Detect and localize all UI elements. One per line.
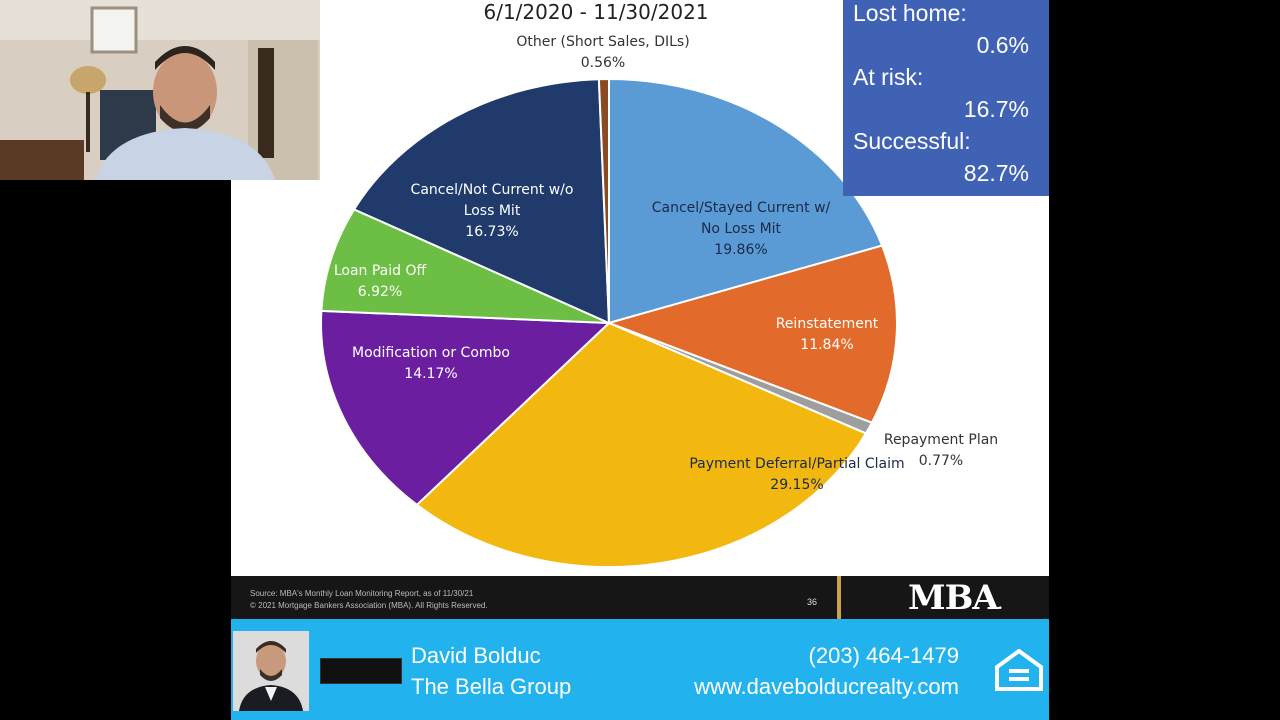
pie-slice-3 (415, 321, 868, 569)
pie-value-label-7: 0.56% (581, 55, 625, 71)
at-risk-label: At risk: (853, 64, 924, 90)
pie-category-label-0: No Loss Mit (701, 221, 782, 237)
pie-value-label-3: 29.15% (770, 477, 823, 493)
agent-name: David Bolduc (411, 643, 541, 668)
mba-logo: MBA. (908, 578, 1003, 618)
pie-category-label-5: Loan Paid Off (334, 263, 427, 279)
bella-group-logo (320, 658, 402, 684)
pie-category-label-6: Loss Mit (464, 203, 521, 219)
pie-slice-7 (597, 77, 610, 324)
pie-category-label-0: Cancel/Stayed Current w/ (652, 200, 831, 216)
pie-category-label-6: Cancel/Not Current w/o (411, 182, 574, 198)
pie-category-label-3: Payment Deferral/Partial Claim (689, 456, 904, 472)
pie-value-label-6: 16.73% (465, 224, 518, 240)
pie-slice-6 (352, 78, 611, 325)
lost-home-value: 0.6% (976, 32, 1029, 58)
pie-category-label-4: Modification or Combo (352, 345, 510, 361)
pie-slice-0 (608, 77, 884, 325)
agent-website[interactable]: www.davebolducrealty.com (694, 674, 959, 699)
pie-slice-1 (605, 244, 899, 424)
copyright-text: © 2021 Mortgage Bankers Association (MBA… (250, 601, 488, 610)
pie-value-label-1: 11.84% (800, 337, 853, 353)
pie-category-label-1: Reinstatement (776, 316, 879, 332)
pie-value-label-4: 14.17% (404, 366, 457, 382)
slide: 6/1/2020 - 11/30/2021 Cancel/Stayed Curr… (231, 0, 1049, 576)
slide-title: 6/1/2020 - 11/30/2021 (483, 0, 709, 24)
successful-value: 82.7% (963, 160, 1029, 186)
pie-slice-4 (320, 309, 612, 507)
successful-label: Successful: (853, 128, 971, 154)
contact-banner: David Bolduc The Bella Group (203) 464-1… (231, 619, 1049, 720)
pie-value-label-5: 6.92% (358, 284, 402, 300)
pie-chart: Cancel/Stayed Current w/No Loss Mit 19.86… (320, 34, 998, 569)
pie-category-label-2: Repayment Plan (884, 432, 998, 448)
lost-home-label: Lost home: (853, 0, 967, 26)
mba-logo-text: MBA (908, 578, 999, 618)
at-risk-value: 16.7% (963, 96, 1029, 122)
mba-logo-dot: . (997, 597, 1003, 613)
agent-photo (233, 631, 309, 711)
footer-divider (837, 576, 841, 619)
source-text: Source: MBA's Monthly Loan Monitoring Re… (250, 589, 474, 598)
pie-slice-5 (320, 208, 610, 324)
pie-value-label-2: 0.77% (919, 453, 963, 469)
webcam-video (0, 0, 320, 180)
stats-box: Lost home: 0.6% At risk: 16.7% Successfu… (843, 0, 1049, 196)
page-number: 36 (807, 597, 818, 607)
pie-category-label-7: Other (Short Sales, DILs) (516, 34, 689, 50)
slide-footer: Source: MBA's Monthly Loan Monitoring Re… (231, 576, 1049, 619)
agent-phone[interactable]: (203) 464-1479 (808, 643, 959, 668)
pie-value-label-0: 19.86% (714, 242, 767, 258)
agent-company: The Bella Group (411, 674, 572, 699)
equal-housing-icon (995, 649, 1043, 691)
